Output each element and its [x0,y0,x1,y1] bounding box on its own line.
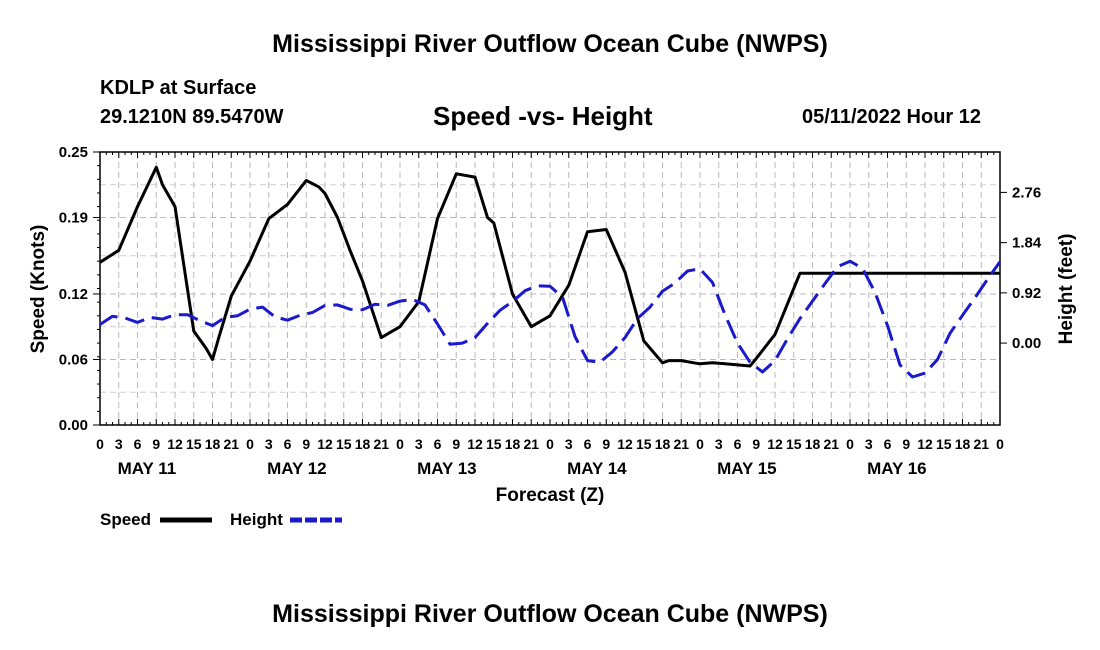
x-tick-label: 9 [452,436,460,452]
x-tick-label: 3 [115,436,123,452]
legend-label-speed: Speed [100,510,151,529]
x-tick-label: 3 [565,436,573,452]
x-tick-label: 15 [786,436,802,452]
x-tick-label: 0 [546,436,554,452]
plot-frame [99,151,1001,426]
x-tick-label: 15 [336,436,352,452]
x-tick-label: 21 [973,436,989,452]
left-y-tick-label: 0.00 [59,417,88,434]
right-y-tick-label: 0.92 [1012,285,1041,302]
x-tick-label: 12 [317,436,333,452]
station-label: KDLP at Surface [100,77,257,99]
chart-subtitle: Speed -vs- Height [433,101,653,131]
x-tick-label: 18 [955,436,971,452]
x-tick-label: 0 [846,436,854,452]
day-label: MAY 15 [717,459,777,478]
left-y-tick-label: 0.06 [59,351,88,368]
x-tick-label: 6 [284,436,292,452]
day-label: MAY 13 [417,459,477,478]
left-y-axis-title: Speed (Knots) [28,225,49,354]
x-tick-label: 6 [134,436,142,452]
x-tick-label: 15 [186,436,202,452]
x-tick-label: 6 [434,436,442,452]
x-tick-label: 3 [715,436,723,452]
x-tick-label: 0 [96,436,104,452]
x-tick-label: 21 [673,436,689,452]
x-tick-label: 12 [767,436,783,452]
x-tick-label: 12 [617,436,633,452]
x-tick-label: 18 [655,436,671,452]
right-y-tick-label: 0.00 [1012,335,1041,352]
day-label: MAY 12 [267,459,327,478]
x-tick-label: 6 [734,436,742,452]
x-tick-label: 18 [205,436,221,452]
day-label: MAY 11 [118,459,177,478]
x-tick-label: 6 [884,436,892,452]
x-tick-label: 21 [223,436,239,452]
x-tick-label: 15 [936,436,952,452]
x-tick-label: 3 [265,436,273,452]
x-tick-label: 9 [902,436,910,452]
left-y-tick-label: 0.25 [59,144,88,161]
x-tick-label: 3 [415,436,423,452]
x-tick-label: 21 [373,436,389,452]
height-series-line [99,259,1002,379]
right-y-tick-label: 2.76 [1012,184,1041,201]
x-tick-label: 15 [486,436,502,452]
x-tick-label: 21 [523,436,539,452]
x-axis-title: Forecast (Z) [496,485,605,506]
x-tick-label: 0 [396,436,404,452]
x-tick-label: 0 [696,436,704,452]
day-label: MAY 16 [867,459,927,478]
x-tick-label: 18 [355,436,371,452]
x-tick-label: 18 [805,436,821,452]
x-tick-label: 12 [467,436,483,452]
chart-title: Mississippi River Outflow Ocean Cube (NW… [272,30,828,58]
x-tick-label: 0 [246,436,254,452]
footer-title: Mississippi River Outflow Ocean Cube (NW… [272,600,828,628]
forecast-datetime: 05/11/2022 Hour 12 [802,106,982,128]
x-tick-label: 18 [505,436,521,452]
x-tick-label: 9 [302,436,310,452]
right-y-axis-title: Height (feet) [1056,234,1077,345]
day-label: MAY 14 [567,459,627,478]
left-y-tick-label: 0.12 [59,286,88,303]
speed-series-line [99,165,1000,368]
x-tick-label: 21 [823,436,839,452]
x-tick-label: 9 [752,436,760,452]
x-tick-label: 3 [865,436,873,452]
x-tick-label: 12 [167,436,183,452]
x-tick-label: 6 [584,436,592,452]
x-tick-label: 9 [152,436,160,452]
x-tick-label: 15 [636,436,652,452]
left-y-tick-label: 0.19 [59,210,88,227]
x-tick-label: 0 [996,436,1004,452]
x-tick-label: 12 [917,436,933,452]
station-coordinates: 29.1210N 89.5470W [100,106,284,128]
right-y-tick-label: 1.84 [1012,235,1042,252]
legend-label-height: Height [230,510,283,529]
x-tick-label: 9 [602,436,610,452]
